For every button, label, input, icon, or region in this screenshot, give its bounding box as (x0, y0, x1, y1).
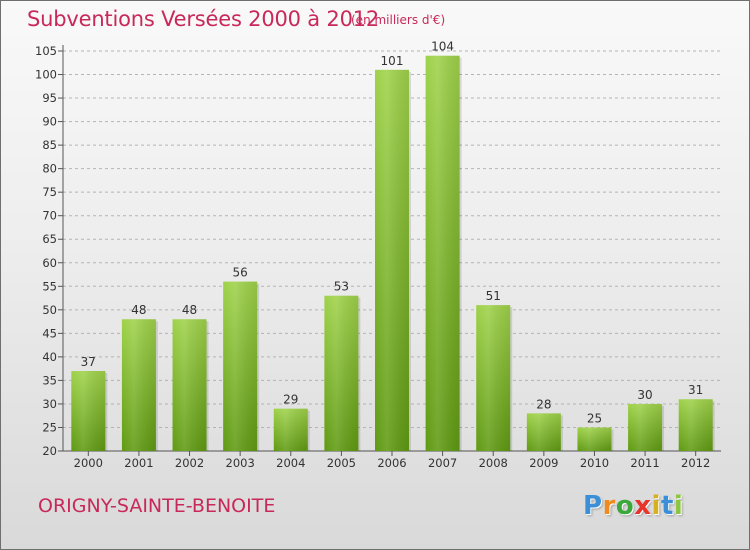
bar-highlight (678, 399, 713, 451)
x-tick-labels: 2000 2001 2002 2003 2004 2005 2006 2007 2008 2009… (74, 456, 711, 470)
logo-letter: i (651, 491, 661, 521)
logo-letter: x (634, 491, 652, 521)
data-label: 29 (283, 393, 298, 407)
y-tick-label: 70 (42, 209, 57, 223)
x-tick-label: 2007 (428, 456, 457, 470)
data-label: 37 (81, 355, 96, 369)
y-tick-label: 75 (42, 185, 57, 199)
x-tick-label: 2012 (681, 456, 710, 470)
chart-title: Subventions Versées 2000 à 2012 (27, 7, 380, 31)
logo-letter: i (673, 491, 684, 521)
y-tick-label: 80 (42, 162, 57, 176)
data-labels: 37 48 48 56 29 53 101 104 51 28 25 30 31 (81, 40, 704, 426)
y-tick-label: 90 (42, 115, 57, 129)
chart-unit-label: (en milliers d'€) (351, 13, 446, 27)
x-tick-label: 2006 (377, 456, 406, 470)
bar-highlight (172, 319, 207, 451)
data-label: 101 (381, 54, 404, 68)
data-label: 48 (182, 303, 197, 317)
x-tick-label: 2002 (175, 456, 204, 470)
bar-highlight (577, 427, 612, 451)
proxiti-logo: Proxiti (583, 491, 683, 521)
bar-highlight (121, 319, 156, 451)
y-tick-label: 105 (35, 44, 57, 58)
y-tick-label: 85 (42, 138, 57, 152)
x-tick-label: 2009 (529, 456, 558, 470)
y-tick-label: 45 (42, 326, 57, 340)
y-tick-label: 20 (42, 444, 57, 458)
y-tick-label: 35 (42, 373, 57, 387)
logo-letter: r (602, 491, 616, 521)
x-tick-label: 2011 (630, 456, 659, 470)
x-tick-label: 2001 (124, 456, 153, 470)
x-tick-label: 2005 (327, 456, 356, 470)
x-tick-label: 2003 (226, 456, 255, 470)
bar-highlight (628, 403, 663, 451)
bar-highlight (71, 371, 106, 451)
y-tick-label: 55 (42, 279, 57, 293)
commune-name: ORIGNY-SAINTE-BENOITE (38, 495, 276, 517)
y-tick-label: 65 (42, 232, 57, 246)
y-tick-label: 30 (42, 397, 57, 411)
logo-letter: t (660, 491, 674, 521)
y-tick-label: 95 (42, 91, 57, 105)
y-tick-labels: 20 25 30 35 40 45 50 55 60 65 70 75 80 85 90 95 100 105 (35, 44, 57, 458)
y-tick-label: 25 (42, 420, 57, 434)
logo-letter: o (615, 491, 635, 521)
y-tick-label: 40 (42, 350, 57, 364)
y-tick-label: 100 (35, 68, 57, 82)
bar-highlight (273, 408, 308, 451)
bar-highlight (425, 55, 460, 452)
data-label: 25 (587, 411, 602, 425)
x-tick-label: 2008 (479, 456, 508, 470)
logo-letter: P (583, 491, 603, 521)
x-tick-label: 2010 (580, 456, 609, 470)
x-tick-label: 2004 (276, 456, 305, 470)
bar-highlight (526, 413, 561, 451)
y-tick-label: 50 (42, 303, 57, 317)
x-tick-label: 2000 (74, 456, 103, 470)
data-label: 31 (688, 383, 703, 397)
bar-highlight (375, 69, 409, 451)
bar-highlight (223, 281, 258, 451)
data-label: 104 (431, 40, 454, 54)
bar-highlight (324, 295, 359, 451)
data-label: 51 (486, 289, 501, 303)
data-label: 53 (334, 280, 349, 294)
data-label: 30 (637, 388, 652, 402)
data-label: 28 (536, 397, 551, 411)
data-label: 48 (131, 303, 146, 317)
data-label: 56 (233, 266, 248, 280)
y-tick-label: 60 (42, 256, 57, 270)
bars (71, 55, 715, 452)
bar-highlight (476, 305, 511, 451)
